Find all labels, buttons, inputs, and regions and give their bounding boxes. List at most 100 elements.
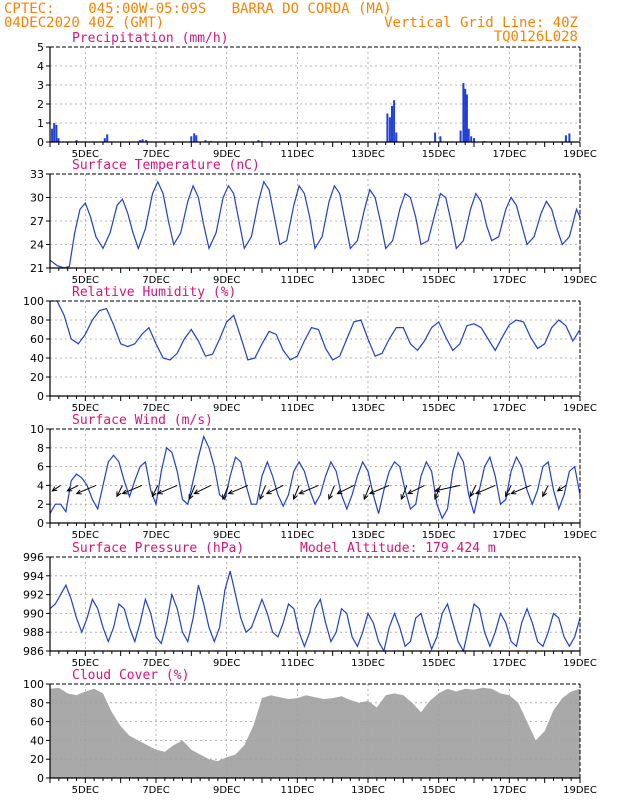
precipitation-panel: Precipitation (mm/h) 0 1 2 3 4 5 5DEC 7DEC 9DEC 11…: [37, 31, 597, 160]
pressure-panel: Surface Pressure (hPa) Model Altitude: 17…: [23, 541, 597, 669]
cloud-cover-xtick-label: 9DEC: [213, 785, 240, 796]
temperature-xtick-label: 15DEC: [422, 275, 456, 286]
cloud-cover-xtick-label: 13DEC: [351, 785, 385, 796]
temperature-xtick-label: 19DEC: [563, 275, 597, 286]
wind-ytick-label: 8: [37, 442, 44, 455]
header: CPTEC: 045:00W-05:09S BARRA DO CORDA (MA…: [4, 1, 578, 45]
pressure-xtick-label: 5DEC: [72, 658, 99, 669]
wind-ytick-label: 10: [30, 423, 44, 436]
precipitation-bar: [204, 140, 207, 142]
precipitation-bar: [190, 136, 193, 142]
humidity-xtick-label: 13DEC: [351, 403, 385, 414]
wind-xtick-label: 9DEC: [213, 530, 240, 541]
precipitation-bar: [391, 105, 393, 142]
humidity-xtick-label: 19DEC: [563, 403, 597, 414]
temperature-ytick-label: 21: [30, 262, 44, 275]
wind-arrow: [298, 484, 319, 495]
humidity-ytick-label: 100: [23, 295, 44, 308]
precipitation-xtick-label: 5DEC: [72, 149, 99, 160]
panels: Precipitation (mm/h) 0 1 2 3 4 5 5DEC 7DEC 9DEC 11…: [23, 31, 597, 796]
humidity-xtick-label: 9DEC: [213, 403, 240, 414]
pressure-ytick-label: 986: [23, 645, 44, 658]
wind-arrow: [222, 485, 229, 501]
precipitation-bar: [57, 138, 60, 142]
wind-arrow: [227, 484, 249, 495]
pressure-ytick-label: 996: [23, 551, 44, 564]
cloud-cover-area: [50, 687, 580, 778]
cloud-cover-ytick-label: 40: [30, 734, 44, 747]
precipitation-bar: [464, 88, 467, 142]
cloud-cover-ytick-label: 60: [30, 716, 44, 729]
temperature-ytick-label: 33: [30, 168, 44, 181]
humidity-line: [50, 300, 581, 361]
wind-arrow: [556, 484, 567, 492]
precipitation-title: Precipitation (mm/h): [72, 31, 229, 46]
wind-arrow: [363, 485, 371, 501]
cloud-cover-xtick-label: 11DEC: [280, 785, 314, 796]
wind-xtick-label: 17DEC: [492, 530, 526, 541]
cloud-cover-ytick-label: 20: [30, 753, 44, 766]
wind-arrow: [406, 484, 425, 495]
temperature-ytick-label: 24: [30, 239, 44, 252]
precipitation-ytick-label: 3: [37, 79, 44, 92]
precipitation-bar: [439, 136, 442, 142]
pressure-xtick-label: 11DEC: [280, 658, 314, 669]
wind-arrow: [542, 485, 549, 498]
temperature-panel: Surface Temperature (nC) 21 24 27 30 33 5DEC 7D…: [30, 158, 597, 286]
humidity-panel: Relative Humidity (%) 0 20 40 60 80 100 5DEC 7DE…: [23, 285, 597, 414]
precipitation-bar: [145, 140, 148, 142]
pressure-ytick-label: 988: [23, 626, 44, 639]
wind-arrow: [188, 485, 196, 501]
wind-ytick-label: 2: [37, 498, 44, 511]
temperature-title: Surface Temperature (nC): [72, 158, 260, 173]
wind-arrow: [116, 485, 123, 498]
wind-arrow: [265, 484, 284, 495]
precipitation-bar: [470, 136, 473, 142]
precipitation-bar: [473, 138, 475, 142]
precipitation-ytick-label: 0: [37, 136, 44, 149]
wind-arrow: [156, 484, 178, 495]
wind-arrow: [51, 484, 61, 492]
cloud-cover-ytick-label: 80: [30, 697, 44, 710]
pressure-xtick-label: 15DEC: [422, 658, 456, 669]
precipitation-bar: [106, 134, 109, 142]
precipitation-bar: [193, 133, 196, 142]
pressure-xtick-label: 17DEC: [492, 658, 526, 669]
cloud-cover-xtick-label: 19DEC: [563, 785, 597, 796]
header-location: CPTEC: 045:00W-05:09S BARRA DO CORDA (MA…: [4, 1, 392, 17]
pressure-annotation: Model Altitude: 179.424 m: [300, 541, 496, 556]
precipitation-xtick-label: 11DEC: [280, 149, 314, 160]
cloud-cover-ytick-label: 100: [23, 678, 44, 691]
temperature-ytick-label: 30: [30, 192, 44, 205]
precipitation-bar: [257, 140, 260, 142]
humidity-ytick-label: 20: [30, 371, 44, 384]
precipitation-xtick-label: 17DEC: [492, 149, 526, 160]
temperature-xtick-label: 13DEC: [351, 275, 385, 286]
temperature-xtick-label: 7DEC: [142, 275, 169, 286]
header-grid-line: Vertical Grid Line: 40Z: [384, 15, 578, 31]
temperature-xtick-label: 17DEC: [492, 275, 526, 286]
precipitation-xtick-label: 9DEC: [213, 149, 240, 160]
wind-arrow: [433, 484, 460, 493]
precipitation-bar: [462, 83, 465, 142]
humidity-ytick-label: 40: [30, 352, 44, 365]
precipitation-bar: [434, 132, 437, 142]
precipitation-bar: [55, 124, 58, 142]
pressure-line: [49, 570, 581, 653]
wind-xtick-label: 11DEC: [280, 530, 314, 541]
cloud-cover-ytick-label: 0: [37, 772, 44, 785]
pressure-xtick-label: 19DEC: [563, 658, 597, 669]
wind-ytick-label: 4: [37, 479, 44, 492]
temperature-xtick-label: 9DEC: [213, 275, 240, 286]
precipitation-ytick-label: 5: [37, 41, 44, 54]
humidity-xtick-label: 5DEC: [72, 403, 99, 414]
wind-xtick-label: 5DEC: [72, 530, 99, 541]
pressure-ytick-label: 990: [23, 607, 44, 620]
pressure-xtick-label: 7DEC: [142, 658, 169, 669]
humidity-title: Relative Humidity (%): [72, 285, 236, 300]
wind-xtick-label: 7DEC: [142, 530, 169, 541]
precipitation-ytick-label: 2: [37, 98, 44, 111]
humidity-ytick-label: 0: [37, 390, 44, 403]
precipitation-bar: [393, 100, 396, 142]
